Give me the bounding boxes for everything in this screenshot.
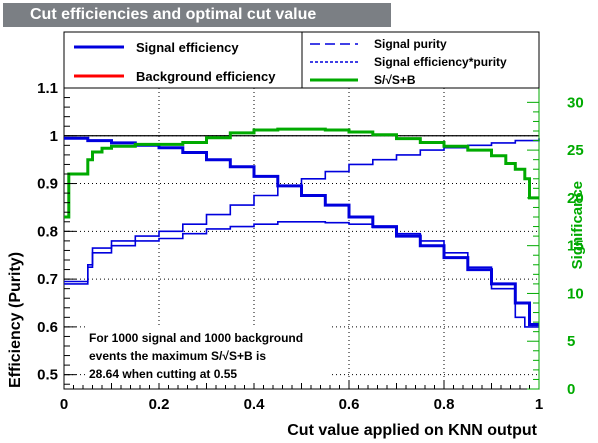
- y-tick-label: 0.5: [37, 367, 58, 384]
- series-line-2: [64, 221, 539, 328]
- y-tick-label: 1.1: [37, 80, 58, 97]
- x-tick-label: 0.2: [149, 396, 170, 413]
- y2-tick-label: 0: [567, 381, 575, 398]
- series-line-3: [64, 127, 539, 219]
- y-tick-label: 1: [50, 128, 58, 145]
- legend-label-right-2: S/√S+B: [374, 73, 416, 87]
- x-tick-label: 0: [60, 396, 68, 413]
- legend-label-left-1: Background efficiency: [136, 69, 276, 84]
- y2-tick-label: 25: [567, 142, 584, 159]
- series-layer: [64, 127, 540, 328]
- annotation-line-2: 28.64 when cutting at 0.55: [89, 367, 237, 381]
- legend: Signal efficiency Background efficiency Si…: [74, 37, 507, 87]
- legend-label-right-1: Signal efficiency*purity: [374, 55, 507, 69]
- y-tick-label: 0.9: [37, 176, 58, 193]
- y2-tick-label: 20: [567, 190, 584, 207]
- annotation-line-1: events the maximum S/√S+B is: [89, 349, 266, 363]
- axes: 0 0.2 0.4 0.6 0.8 1 0.5 0.6 0.7 0.8 0.9 1 1.1 0 5 10 15 2…: [37, 80, 584, 413]
- y-tick-label: 0.7: [37, 271, 58, 288]
- y-axis-label: Efficiency (Purity): [7, 252, 24, 388]
- y-tick-label: 0.6: [37, 319, 58, 336]
- annotation-box: [85, 325, 330, 383]
- legend-label-right-0: Signal purity: [374, 37, 447, 51]
- x-tick-label: 0.4: [244, 396, 266, 413]
- y2-tick-label: 15: [567, 238, 584, 255]
- chart-title: Cut efficiencies and optimal cut value: [3, 3, 391, 27]
- y2-axis-label: Significance: [569, 181, 586, 269]
- legend-label-left-0: Signal efficiency: [136, 40, 239, 55]
- y2-tick-label: 10: [567, 285, 584, 302]
- x-tick-label: 1: [535, 396, 543, 413]
- x-axis-label: Cut value applied on KNN output: [287, 422, 537, 439]
- annotation-line-0: For 1000 signal and 1000 background: [89, 331, 303, 345]
- x-tick-label: 0.8: [434, 396, 455, 413]
- y-tick-label: 0.8: [37, 223, 58, 240]
- y2-tick-label: 30: [567, 94, 584, 111]
- x-tick-label: 0.6: [339, 396, 360, 413]
- y2-tick-label: 5: [567, 333, 575, 350]
- annotation: For 1000 signal and 1000 background event…: [89, 331, 303, 381]
